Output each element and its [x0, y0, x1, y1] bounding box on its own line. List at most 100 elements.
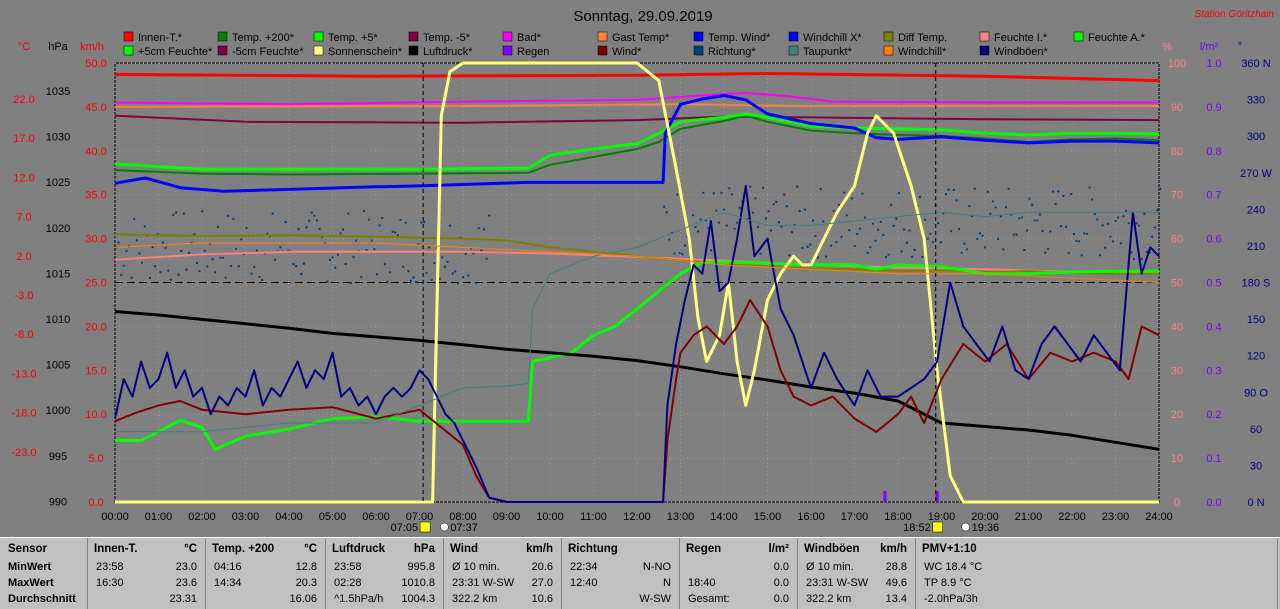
direction-point — [1044, 251, 1047, 254]
direction-point — [271, 212, 274, 215]
direction-point — [130, 276, 133, 279]
axis-tick-label: 0.6 — [1206, 234, 1221, 246]
x-tick-label: 03:00 — [232, 511, 260, 523]
direction-point — [370, 239, 373, 242]
direction-point — [960, 251, 963, 254]
x-tick-label: 06:00 — [362, 511, 390, 523]
axis-tick-label: 70 — [1171, 190, 1183, 202]
direction-point — [172, 213, 175, 216]
stat-value: 23.31 — [169, 593, 197, 605]
legend-label: Temp. -5* — [423, 32, 471, 44]
direction-point — [342, 228, 345, 231]
direction-point — [921, 255, 924, 258]
legend-label: Richtung* — [708, 46, 756, 58]
stat-section: Innen-T. °C 23:58 23.0 16:30 23.6 23.31 — [88, 538, 206, 609]
direction-point — [968, 205, 971, 208]
direction-point — [480, 249, 483, 252]
direction-point — [1156, 209, 1159, 212]
direction-point — [417, 243, 420, 246]
direction-point — [148, 276, 151, 279]
axis-tick-label: 30.0 — [85, 234, 106, 246]
axis-tick-label: 25.0 — [85, 278, 106, 290]
row-label: MaxWert — [8, 577, 54, 589]
direction-point — [887, 253, 890, 256]
direction-point — [986, 190, 989, 193]
axis-tick-label: 50.0 — [85, 58, 106, 70]
direction-point — [668, 238, 671, 241]
direction-point — [182, 212, 185, 215]
direction-point — [1101, 224, 1104, 227]
axis-tick-label: 90 O — [1244, 387, 1268, 399]
direction-point — [866, 251, 869, 254]
direction-point — [206, 265, 209, 268]
legend-label: Gast Temp* — [612, 32, 670, 44]
direction-point — [754, 197, 757, 200]
axis-tick-label: 30 — [1171, 365, 1183, 377]
direction-point — [117, 241, 120, 244]
direction-point — [193, 233, 196, 236]
direction-point — [1088, 186, 1091, 189]
axis-tick-label: 0.0 — [1206, 497, 1221, 509]
direction-point — [188, 251, 191, 254]
axis-tick-label: 0.5 — [1206, 278, 1221, 290]
stat-label: TP 8.9 °C — [924, 577, 972, 589]
direction-point — [678, 252, 681, 255]
direction-point — [730, 193, 733, 196]
direction-point — [396, 234, 399, 237]
axis-tick-label: 0 — [1174, 497, 1180, 509]
direction-point — [900, 250, 903, 253]
axis-tick-label: 17.0 — [13, 133, 34, 145]
x-tick-label: 23:00 — [1102, 511, 1130, 523]
series-line — [114, 114, 1160, 124]
moon-icon — [440, 522, 449, 532]
direction-point — [903, 228, 906, 231]
direction-point — [446, 260, 449, 263]
direction-point — [415, 280, 418, 283]
legend-label: Sonnenschein* — [328, 46, 403, 58]
direction-point — [229, 265, 232, 268]
direction-point — [125, 250, 128, 253]
direction-point — [1093, 213, 1096, 216]
series-line — [115, 61, 1159, 504]
series-line — [114, 72, 1160, 83]
axis-tick-label: 0.2 — [1206, 409, 1221, 421]
direction-point — [772, 203, 775, 206]
axis-tick-label: 90 — [1171, 102, 1183, 114]
direction-point — [154, 265, 157, 268]
section-header: Luftdruck — [332, 543, 386, 555]
stat-label: ^1.5hPa/h — [334, 593, 384, 605]
direction-point — [895, 217, 898, 220]
direction-point — [1031, 203, 1034, 206]
legend-label: Windchill X* — [803, 32, 862, 44]
axis-tick-label: 1000 — [46, 405, 70, 417]
direction-point — [1002, 248, 1005, 251]
direction-point — [355, 239, 358, 242]
direction-point — [339, 232, 342, 235]
direction-point — [924, 218, 927, 221]
direction-point — [219, 256, 222, 259]
direction-point — [232, 217, 235, 220]
stat-value: 995.8 — [407, 561, 435, 573]
direction-point — [837, 203, 840, 206]
axis-title: hPa — [48, 41, 68, 53]
direction-point — [1119, 242, 1122, 245]
axis-tick-label: 180 S — [1242, 278, 1271, 290]
direction-point — [292, 263, 295, 266]
axis-tick-label: 1025 — [46, 177, 70, 189]
direction-point — [195, 261, 198, 264]
direction-point — [368, 218, 371, 221]
stat-label: 12:40 — [570, 577, 598, 589]
direction-point — [443, 265, 446, 268]
axis-tick-label: 240 — [1247, 204, 1265, 216]
axis-tick-label: 30 — [1250, 460, 1262, 472]
direction-point — [1098, 254, 1101, 257]
legend-label: Windchill* — [898, 46, 947, 58]
legend-swatch — [979, 45, 990, 56]
section-unit: °C — [304, 543, 317, 555]
x-tick-label: 22:00 — [1058, 511, 1086, 523]
weather-chart: Sonntag, 29.09.2019 Station Göritzhain I… — [11, 8, 1274, 534]
direction-point — [918, 195, 921, 198]
direction-point — [738, 206, 741, 209]
direction-point — [824, 255, 827, 258]
direction-point — [1117, 216, 1120, 219]
